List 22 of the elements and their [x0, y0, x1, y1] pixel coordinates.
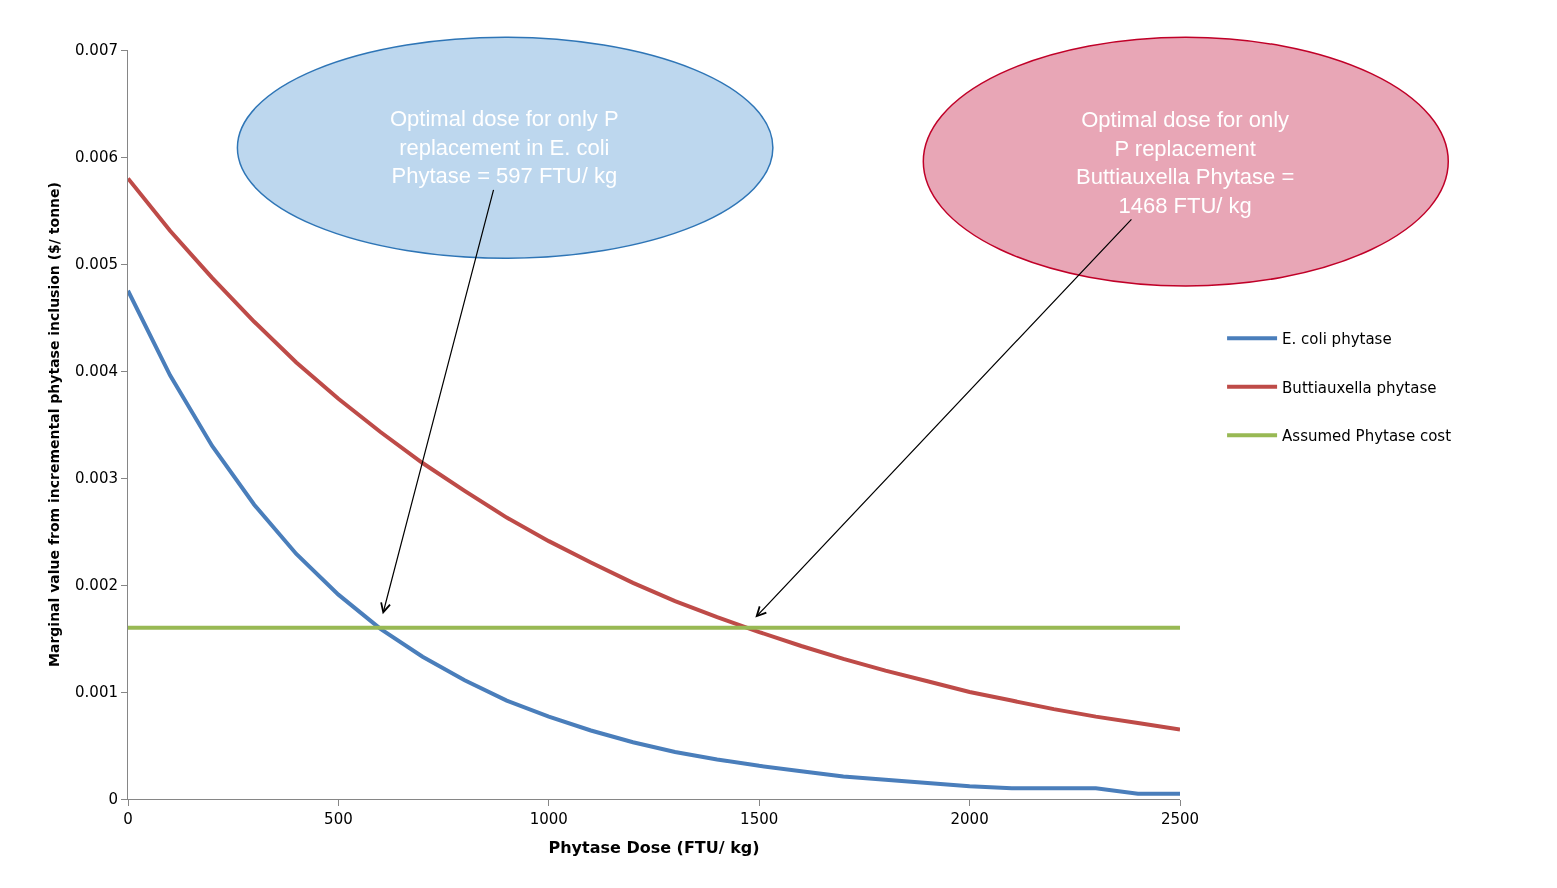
- y-tick-label: 0.002: [75, 576, 118, 595]
- legend-label: Buttiauxella phytase: [1282, 378, 1437, 397]
- y-tick-label: 0.001: [75, 683, 118, 702]
- y-tick-label: 0.007: [75, 41, 118, 60]
- annotation: Optimal dose for only P replacement in E. coli Phytase = 597 FTU/ kg: [390, 106, 619, 189]
- legend-label: Assumed Phytase cost: [1282, 427, 1452, 446]
- y-axis-title: Marginal value from incremental phytase inclusion ($/ tonne): [45, 182, 62, 667]
- line-series: [128, 288, 1180, 796]
- legend-label: E. coli phytase: [1282, 330, 1392, 349]
- x-tick-label: 2000: [950, 810, 989, 828]
- x-axis-title: Phytase Dose (FTU/ kg): [548, 837, 760, 857]
- x-tick-label: 1500: [740, 810, 779, 828]
- y-tick-label: 0: [108, 790, 118, 809]
- x-tick-label: 500: [324, 810, 353, 828]
- y-tick-label: 0.005: [75, 255, 118, 274]
- y-tick-label: 0.003: [75, 469, 118, 488]
- x-tick-label: 1000: [529, 810, 568, 828]
- x-tick-label: 2500: [1160, 810, 1200, 828]
- annotation: Optimal dose for only P replacement Buttiauxella Phytase = 1468 FTU/ kg: [1076, 107, 1295, 218]
- x-tick-label: 0: [123, 810, 133, 828]
- y-tick-label: 0.004: [75, 362, 118, 381]
- y-tick-label: 0.006: [75, 148, 118, 167]
